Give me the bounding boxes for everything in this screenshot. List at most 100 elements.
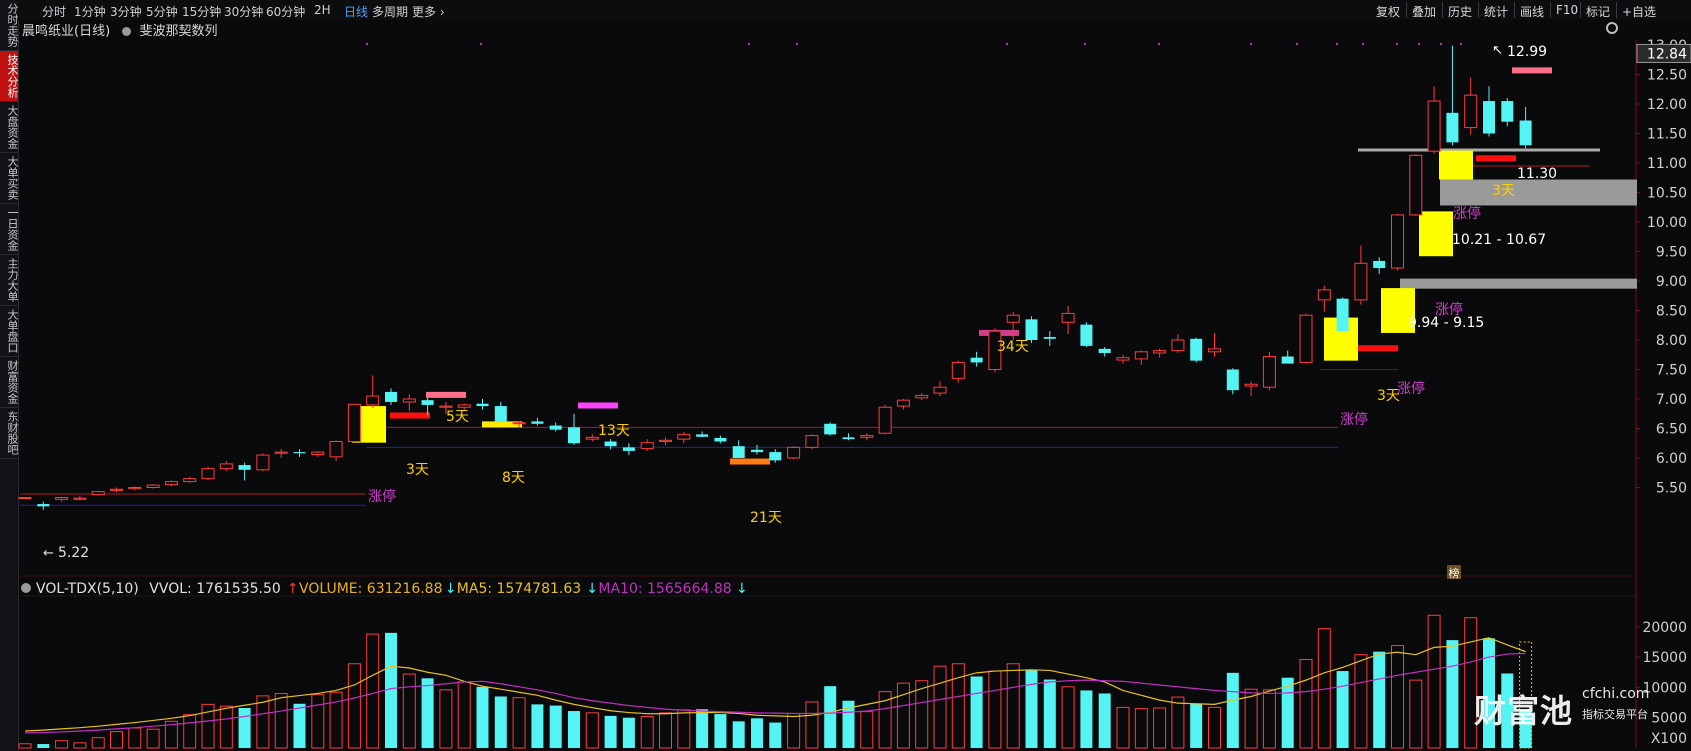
candle-body	[622, 447, 635, 451]
gap-box	[1440, 179, 1637, 206]
event-dot	[796, 43, 798, 45]
volume-bar	[366, 633, 380, 749]
candle	[604, 439, 617, 450]
volume-bar	[73, 742, 87, 749]
indicator-dot-icon[interactable]	[122, 27, 132, 36]
candle	[1409, 154, 1423, 217]
period-60min[interactable]: 60分钟	[266, 5, 306, 19]
statistics-button[interactable]: 统计	[1484, 5, 1509, 19]
candle	[1464, 77, 1478, 135]
candle	[1134, 350, 1148, 365]
overlay-button[interactable]: 叠加	[1412, 5, 1437, 19]
fib-days-label: 34天	[997, 339, 1029, 355]
period-5min[interactable]: 5分钟	[146, 5, 178, 19]
fib-marker-bar	[390, 412, 430, 419]
candle	[457, 403, 471, 411]
candle-body	[1446, 112, 1459, 143]
candle	[146, 483, 160, 489]
candle-body	[1244, 383, 1258, 387]
volume-bar	[164, 720, 178, 749]
candle	[1299, 313, 1313, 364]
indicator-name[interactable]: 斐波那契数列	[139, 24, 218, 39]
candle-body	[329, 440, 343, 458]
candle-body	[1226, 369, 1239, 391]
candle-body	[347, 403, 361, 442]
candle	[421, 397, 434, 416]
sidebar-item-wealth-funds[interactable]: 财富资金	[0, 357, 19, 408]
limit-up-label: 涨停	[1435, 301, 1463, 318]
candle	[1427, 86, 1441, 154]
event-dot	[1250, 43, 1252, 45]
period-more-label: 更多	[412, 5, 437, 19]
sidebar-item-technical[interactable]: 技术分析	[0, 51, 19, 102]
period-more[interactable]: 更多 ›	[412, 3, 445, 20]
candle-body	[164, 481, 178, 486]
add-watchlist-button[interactable]: +自选	[1622, 5, 1657, 19]
mark-button[interactable]: 标记	[1586, 5, 1611, 19]
candle	[1519, 106, 1532, 149]
limit-up-label: 涨停	[1340, 411, 1368, 428]
fib-days-label: 5天	[446, 409, 469, 425]
sidebar-item-forum[interactable]: 东财股吧	[0, 408, 19, 459]
drawing-button[interactable]: 画线	[1520, 5, 1545, 19]
volume-bar	[439, 689, 453, 749]
divider	[1406, 2, 1407, 18]
candle	[201, 466, 215, 481]
sidebar-item-daily-funds[interactable]: 一日资金	[0, 204, 19, 255]
candle	[677, 432, 691, 444]
candle-body	[18, 497, 32, 500]
candle	[769, 449, 782, 463]
period-30min[interactable]: 30分钟	[224, 5, 264, 19]
sidebar-item-timeshare[interactable]: 分时走势	[0, 0, 19, 51]
candle	[238, 462, 251, 481]
candle	[73, 495, 87, 501]
sidebar-item-main-orders[interactable]: 主力大单	[0, 255, 19, 306]
divider	[1550, 2, 1551, 18]
volume-bar	[1190, 703, 1203, 748]
candle	[549, 422, 562, 432]
period-multi[interactable]: 多周期	[372, 5, 409, 19]
volume-bar	[293, 703, 306, 748]
volume-bar	[1043, 679, 1056, 748]
volume-bar	[238, 708, 251, 748]
period-toolbar: 分时 1分钟 3分钟 5分钟 15分钟 30分钟 60分钟 2H 日线 多周期 …	[18, 0, 1691, 20]
candle-body	[585, 436, 599, 440]
restore-rights-button[interactable]: 复权	[1376, 5, 1401, 19]
period-3min[interactable]: 3分钟	[110, 5, 142, 19]
event-dot	[1336, 43, 1338, 45]
arrow-left-icon: ←	[43, 546, 54, 561]
fib-marker-bar	[730, 458, 770, 465]
history-button[interactable]: 历史	[1448, 5, 1473, 19]
volume-bar	[1098, 693, 1111, 748]
sidebar-item-order-book[interactable]: 大单盘口	[0, 306, 19, 357]
period-daily[interactable]: 日线	[344, 5, 369, 19]
divider	[1514, 2, 1515, 18]
f10-button[interactable]: F10	[1556, 3, 1579, 17]
candle	[1116, 354, 1130, 364]
settings-gear-icon[interactable]	[1606, 22, 1618, 34]
candle	[1098, 347, 1111, 357]
current-price-box	[1636, 43, 1691, 63]
candle-body	[896, 399, 910, 407]
divider	[1616, 2, 1617, 18]
period-timeshare[interactable]: 分时	[42, 5, 67, 19]
candle	[366, 375, 380, 408]
candle	[1317, 285, 1331, 312]
sidebar-item-big-orders[interactable]: 大单买卖	[0, 153, 19, 204]
candle-body	[37, 504, 50, 507]
candle	[585, 434, 599, 442]
limit-up-box	[1439, 150, 1473, 180]
candle-body	[933, 386, 947, 394]
candle-body	[1006, 314, 1020, 323]
volume-axis-label: 10000	[1642, 680, 1687, 696]
candle-body	[842, 437, 855, 440]
sidebar-item-market-funds[interactable]: 大盘资金	[0, 102, 19, 153]
candle	[1208, 332, 1221, 357]
period-15min[interactable]: 15分钟	[182, 5, 222, 19]
volume-bar	[659, 712, 672, 749]
candle-body	[1061, 312, 1075, 323]
period-2h[interactable]: 2H	[314, 3, 331, 17]
event-dot	[1006, 43, 1008, 45]
period-1min[interactable]: 1分钟	[74, 5, 106, 19]
